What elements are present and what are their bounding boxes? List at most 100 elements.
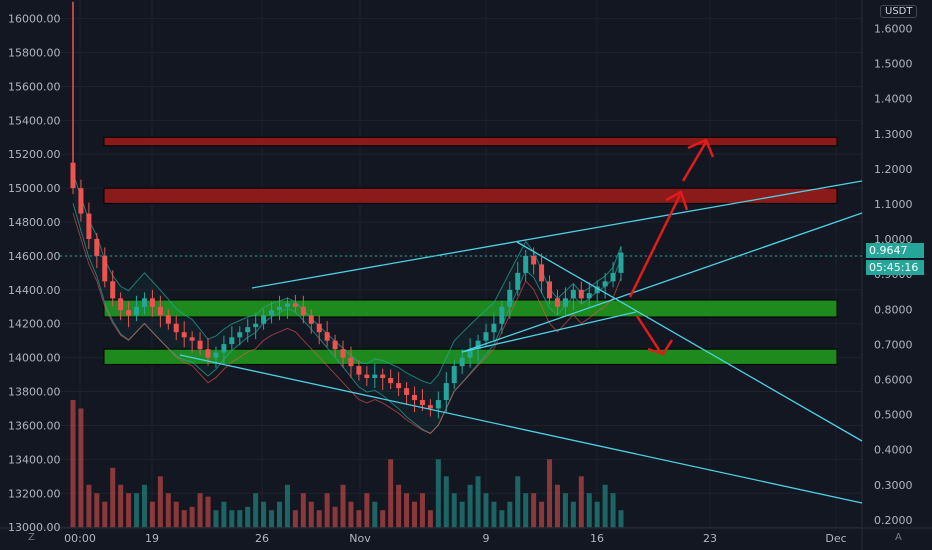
candle: [316, 315, 322, 345]
candle: [118, 292, 124, 321]
left-axis-tick-label: 14600.00: [8, 250, 61, 263]
left-price-axis: 16000.00 15800.00 15600.00 15400.00 15200.00…: [8, 13, 61, 535]
volume-bar: [149, 501, 155, 528]
basis-line: [72, 212, 622, 435]
candle: [110, 270, 116, 307]
candle-body: [205, 349, 211, 358]
volume-bar: [539, 501, 545, 528]
candle: [78, 179, 84, 222]
volume-bar: [586, 493, 592, 528]
candle-body: [610, 272, 616, 282]
candle-body: [435, 400, 441, 409]
upward-arrow-head: [665, 190, 689, 211]
time-axis: 00:00 19 26 Nov 9 16 23 Dec: [64, 532, 847, 545]
volume-bar: [483, 493, 489, 528]
candle-body: [562, 298, 568, 307]
candle-body: [570, 289, 576, 299]
volume-bar: [491, 501, 497, 528]
left-axis-tick-label: 14000.00: [8, 352, 61, 365]
candle-body: [229, 337, 235, 345]
left-axis-tick-label: 13600.00: [8, 419, 61, 432]
volume-bar: [451, 493, 457, 528]
candle: [396, 372, 402, 397]
candle-body: [539, 264, 545, 282]
candle: [404, 382, 410, 405]
candle: [554, 289, 560, 315]
right-axis-tick-label: 1.3000: [874, 128, 913, 141]
candle: [594, 280, 600, 304]
upper-band: [72, 172, 622, 385]
volume-bar: [292, 510, 298, 528]
candle: [189, 331, 195, 353]
volume-bar: [229, 510, 235, 528]
volume-bar: [356, 510, 362, 528]
volume-bar: [308, 501, 314, 528]
candle: [435, 391, 441, 419]
volume-bar: [213, 510, 219, 528]
z-icon[interactable]: Z: [28, 532, 35, 543]
volume-bar: [340, 484, 346, 528]
candle: [102, 247, 108, 288]
left-axis-tick-label: 15200.00: [8, 148, 61, 161]
candle-body: [578, 289, 584, 299]
candle: [261, 309, 267, 330]
candle-body: [237, 332, 243, 338]
right-price-axis: 1.6000 1.5000 1.4000 1.3000 1.2000 1.1000 1.00…: [874, 22, 913, 526]
candle-body: [618, 252, 624, 273]
volume-bar: [221, 501, 227, 528]
candle-body: [380, 374, 386, 378]
candle: [364, 366, 370, 386]
candle: [499, 300, 505, 334]
candle-body: [475, 340, 481, 350]
volume-bar: [245, 506, 251, 528]
candle-body: [348, 357, 354, 367]
candle: [562, 287, 568, 317]
candle: [213, 346, 219, 368]
volume-bar: [364, 493, 370, 528]
volume-bar: [427, 510, 433, 528]
volume-bar: [578, 476, 584, 528]
rising-trend-line: [461, 212, 863, 353]
candle-body: [443, 383, 449, 401]
candle: [134, 295, 140, 322]
candle-body: [404, 388, 410, 395]
candle: [245, 318, 251, 343]
candle: [491, 312, 497, 341]
candle-body: [491, 323, 497, 333]
volume-bar: [316, 510, 322, 528]
candle-body: [189, 337, 195, 341]
candle-body: [427, 405, 433, 409]
volume-bar: [380, 510, 386, 528]
time-axis-label: Dec: [825, 532, 846, 545]
volume-bar: [269, 510, 275, 528]
candle-body: [126, 310, 132, 316]
volume-bar: [173, 501, 179, 528]
candle-body: [459, 357, 465, 367]
candle: [284, 297, 290, 319]
volume-bar: [562, 493, 568, 528]
lower-channel-line: [179, 354, 863, 504]
volume-bar: [523, 493, 529, 528]
candle: [94, 233, 100, 268]
last-price-badge: 0.9647: [866, 243, 924, 258]
volume-bar: [547, 459, 553, 528]
candle-body: [554, 298, 560, 307]
candle-body: [78, 188, 84, 214]
volume-bar: [253, 493, 259, 528]
candle: [141, 292, 147, 315]
volume-bar: [507, 501, 513, 528]
left-axis-tick-label: 13000.00: [8, 521, 61, 534]
auto-scale-icon[interactable]: A: [895, 532, 902, 543]
currency-label[interactable]: USDT: [880, 5, 918, 18]
right-axis-tick-label: 1.5000: [874, 58, 913, 71]
left-axis-tick-label: 13800.00: [8, 386, 61, 399]
candle-body: [515, 272, 521, 290]
time-axis-label: 9: [483, 532, 490, 545]
candle: [507, 281, 513, 319]
candle: [300, 295, 306, 324]
candle: [602, 272, 608, 299]
candle-body: [245, 327, 251, 333]
volume-bar: [404, 493, 410, 528]
candle-body: [594, 286, 600, 294]
